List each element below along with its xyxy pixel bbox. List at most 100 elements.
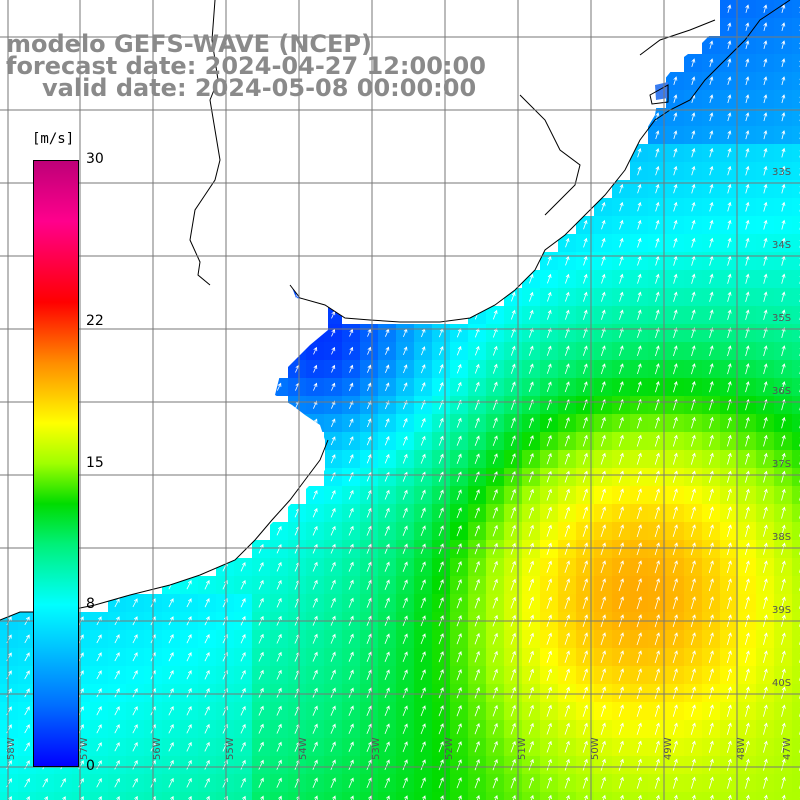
wind-arrow	[260, 795, 264, 800]
wind-arrow	[636, 434, 642, 447]
wind-arrow	[510, 471, 516, 483]
wind-arrow	[348, 705, 354, 716]
wind-arrow	[456, 705, 462, 717]
longitude-label: 52W	[444, 737, 455, 760]
wind-arrow	[636, 686, 642, 700]
wind-arrow	[474, 381, 480, 392]
wind-arrow	[474, 705, 480, 717]
wind-arrow	[438, 489, 444, 500]
wind-arrow	[673, 309, 678, 320]
wind-arrow	[438, 453, 444, 464]
wind-arrow	[745, 4, 750, 13]
wind-arrow	[654, 452, 660, 465]
wind-arrow	[186, 670, 192, 680]
wind-arrow	[781, 130, 786, 140]
wind-arrow	[529, 291, 534, 302]
wind-arrow	[385, 364, 390, 373]
wind-arrow	[258, 543, 264, 554]
wind-arrow	[438, 741, 444, 753]
wind-arrow	[114, 777, 120, 788]
wind-arrow	[186, 705, 192, 716]
wind-arrow	[636, 740, 642, 753]
wind-arrow	[618, 596, 624, 610]
wind-arrow	[709, 76, 714, 86]
wind-cell	[162, 792, 180, 800]
wind-arrow	[132, 652, 138, 662]
wind-arrow	[655, 219, 660, 230]
wind-arrow	[510, 758, 516, 771]
valid-date: valid date: 2024-05-08 00:00:00	[42, 74, 477, 102]
wind-arrow	[312, 651, 318, 662]
wind-arrow	[349, 346, 354, 355]
wind-arrow	[114, 670, 120, 680]
wind-arrow	[546, 327, 552, 338]
wind-arrow	[348, 436, 354, 446]
wind-arrow	[528, 327, 534, 338]
wind-arrow	[456, 777, 462, 789]
wind-arrow	[654, 704, 660, 717]
colorbar-tick-label: 30	[86, 151, 104, 167]
wind-arrow	[456, 741, 462, 753]
wind-arrow	[709, 434, 714, 447]
wind-arrow	[636, 650, 642, 664]
wind-cell	[288, 792, 306, 800]
wind-cell	[0, 792, 18, 800]
wind-arrow	[546, 345, 552, 356]
wind-arrow	[367, 382, 372, 391]
wind-arrow	[168, 598, 174, 608]
wind-arrow	[384, 687, 390, 699]
wind-arrow	[312, 579, 318, 590]
wind-arrow	[384, 435, 390, 446]
wind-arrow	[330, 723, 336, 734]
wind-arrow	[26, 796, 30, 800]
wind-arrow	[672, 524, 678, 538]
wind-arrow	[240, 741, 246, 752]
wind-arrow	[672, 560, 678, 574]
wind-arrow	[366, 633, 372, 644]
wind-arrow	[726, 704, 732, 717]
wind-arrow	[745, 776, 750, 789]
wind-arrow	[510, 363, 516, 374]
wind-arrow	[619, 291, 624, 302]
wind-arrow	[636, 560, 642, 574]
wind-arrow	[618, 560, 624, 574]
wind-arrow	[456, 489, 462, 501]
wind-arrow	[672, 758, 678, 771]
wind-arrow	[204, 705, 210, 716]
wind-arrow	[564, 417, 570, 429]
wind-arrow	[708, 488, 714, 501]
wind-cell	[612, 792, 630, 800]
wind-arrow	[582, 452, 588, 465]
wind-arrow	[492, 453, 498, 465]
wind-arrow	[438, 705, 444, 717]
colorbar-gradient	[34, 161, 78, 766]
wind-arrow	[654, 542, 660, 556]
wind-arrow	[240, 579, 246, 590]
wind-arrow	[673, 345, 678, 357]
wind-arrow	[402, 723, 408, 735]
wind-arrow	[637, 148, 642, 158]
wind-arrow	[654, 488, 660, 501]
wind-arrow	[601, 273, 606, 284]
wind-arrow	[691, 165, 696, 176]
wind-arrow	[258, 777, 264, 788]
wind-arrow	[727, 94, 732, 104]
wind-arrow	[474, 560, 480, 573]
wind-arrow	[24, 742, 30, 752]
wind-arrow	[727, 345, 732, 357]
wind-arrow	[510, 417, 516, 429]
wind-arrow	[781, 94, 786, 104]
wind-arrow	[708, 560, 714, 574]
wind-arrow	[672, 704, 678, 717]
wind-arrow	[636, 416, 642, 429]
wind-arrow	[312, 543, 318, 554]
wind-arrow	[745, 58, 750, 68]
wind-arrow	[366, 436, 372, 446]
wind-arrow	[781, 668, 786, 681]
wind-arrow	[618, 381, 624, 393]
wind-arrow	[510, 596, 516, 609]
wind-arrow	[528, 417, 534, 429]
wind-arrow	[727, 237, 732, 248]
wind-arrow	[600, 488, 606, 501]
